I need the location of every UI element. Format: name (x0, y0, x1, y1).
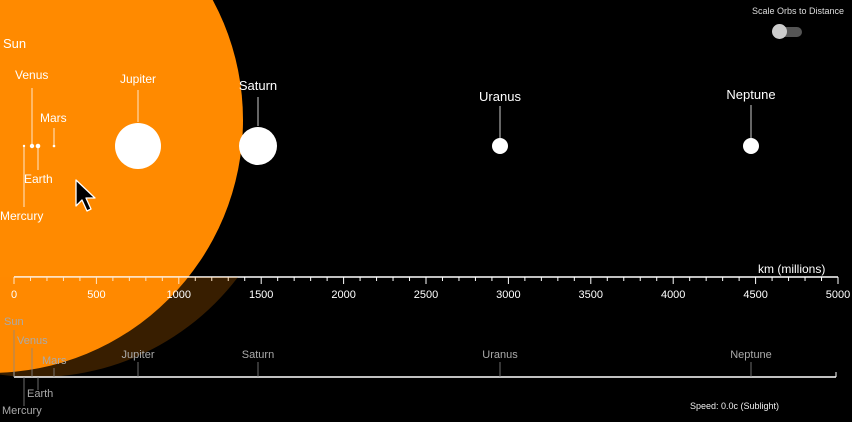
toggle-label: Scale Orbs to Distance (751, 6, 844, 16)
axis-unit-label: km (millions) (758, 262, 826, 276)
axis-tick-label: 1000 (166, 289, 192, 301)
label-neptune: Neptune (726, 87, 776, 102)
label-mercury: Mercury (0, 209, 44, 223)
label-jupiter: Jupiter (119, 72, 157, 86)
axis-tick-label: 4000 (660, 289, 686, 301)
minimap-label-venus: Venus (17, 335, 48, 347)
axis-tick-label: 4500 (743, 289, 768, 301)
axis-tick-label: 3000 (496, 289, 521, 301)
minimap-label-earth: Earth (27, 388, 54, 400)
axis-tick-label: 0 (10, 289, 18, 301)
speed-readout: Speed: 0.0c (Sublight) (690, 401, 780, 411)
label-earth: Earth (24, 172, 53, 186)
minimap-label-uranus: Uranus (482, 349, 518, 361)
label-venus: Venus (15, 68, 49, 82)
minimap-sun-overlay (0, 277, 238, 378)
minimap-label-saturn: Saturn (241, 349, 275, 361)
axis-tick-label: 2500 (413, 289, 439, 301)
axis-tick-label: 1500 (248, 289, 274, 301)
axis-tick-label: 500 (87, 289, 106, 301)
label-mars: Mars (40, 111, 67, 125)
mouse-cursor-icon (75, 179, 96, 212)
sun-orb[interactable] (0, 0, 243, 373)
label-sun: Sun (3, 36, 27, 51)
minimap-track (13, 372, 837, 378)
planet-jupiter[interactable] (115, 123, 161, 169)
scale-orbs-toggle[interactable] (772, 24, 802, 39)
planet-neptune[interactable] (743, 138, 759, 154)
planet-saturn[interactable] (239, 127, 277, 165)
minimap-label-sun: Sun (4, 316, 24, 328)
toggle-knob[interactable] (772, 24, 787, 39)
axis-tick-label: 2000 (331, 289, 356, 301)
distance-axis (13, 276, 839, 284)
label-uranus: Uranus (479, 89, 521, 104)
leader-lines (23, 88, 752, 207)
minimap-leaders (13, 330, 752, 406)
minimap-label-mercury: Mercury (2, 405, 42, 417)
minimap-label-neptune: Neptune (730, 349, 772, 361)
minimap-label-mars: Mars (42, 355, 67, 367)
axis-tick-label: 3500 (578, 289, 604, 301)
minimap-label-jupiter: Jupiter (121, 349, 155, 361)
planet-uranus[interactable] (492, 138, 508, 154)
scale-orbs-toggle-group: Scale Orbs to Distance (734, 4, 844, 44)
axis-tick-label: 5000 (825, 289, 851, 301)
label-saturn: Saturn (238, 78, 278, 93)
